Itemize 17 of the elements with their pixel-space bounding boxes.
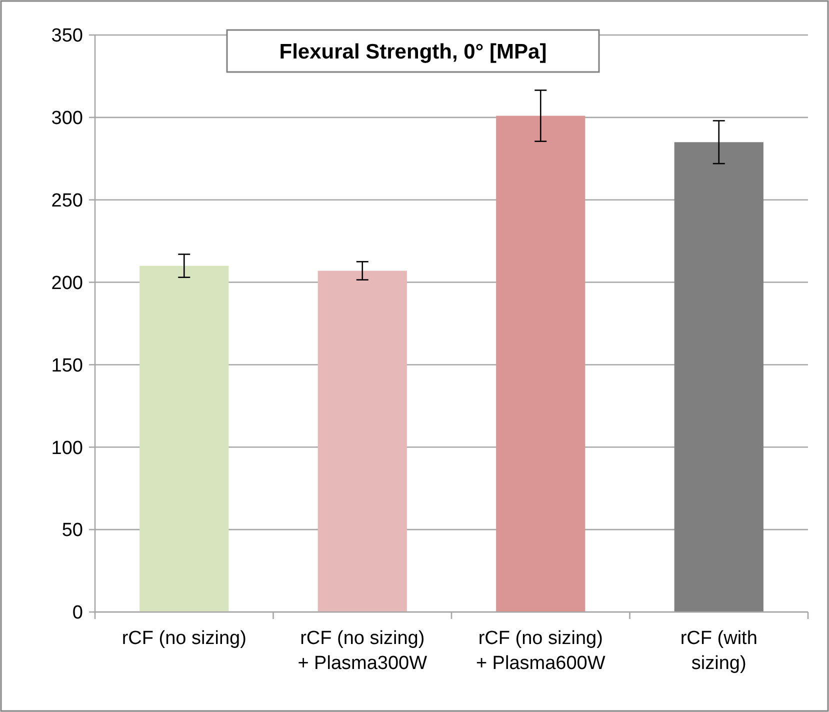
- x-tick-label: rCF (with sizing): [680, 628, 758, 674]
- bar: [318, 270, 407, 612]
- x-tick-label: rCF (no sizing): [122, 628, 246, 649]
- y-tick-label: 150: [51, 355, 83, 376]
- x-tick-label: rCF (no sizing) + Plasma600W: [476, 628, 606, 674]
- x-tick-label: rCF (no sizing) + Plasma300W: [298, 628, 428, 674]
- y-tick-label: 300: [51, 108, 83, 130]
- y-tick-label: 0: [72, 602, 83, 624]
- y-tick-label: 350: [51, 26, 83, 47]
- y-tick-label: 100: [51, 438, 83, 459]
- chart-title: Flexural Strength, 0° [MPa]: [279, 40, 547, 64]
- y-tick-label: 250: [51, 190, 83, 212]
- bar: [674, 142, 764, 612]
- y-tick-label: 200: [51, 272, 83, 294]
- bar: [496, 116, 586, 612]
- y-tick-label: 50: [62, 520, 83, 542]
- bar: [140, 266, 229, 612]
